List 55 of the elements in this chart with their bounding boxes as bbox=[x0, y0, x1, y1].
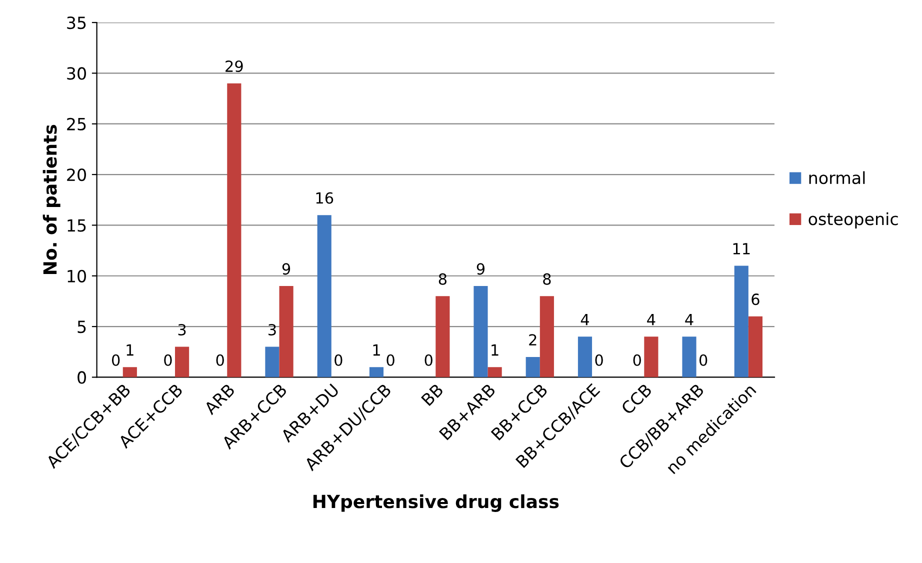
legend-label: normal bbox=[809, 171, 865, 184]
data-label: 3 bbox=[178, 324, 186, 336]
y-axis-title: No. of patients bbox=[42, 124, 60, 274]
data-label: 0 bbox=[699, 354, 708, 366]
data-label: 0 bbox=[595, 354, 603, 366]
bar bbox=[474, 286, 488, 378]
bar bbox=[369, 367, 384, 378]
data-label: 9 bbox=[282, 263, 290, 275]
data-label: 0 bbox=[633, 354, 641, 366]
bar bbox=[317, 215, 332, 378]
data-label: 0 bbox=[334, 354, 342, 366]
y-tick-label: 25 bbox=[67, 118, 86, 130]
y-tick-label: 5 bbox=[78, 320, 86, 334]
data-label: 0 bbox=[112, 354, 120, 366]
data-label: 0 bbox=[164, 354, 172, 366]
data-label: 0 bbox=[424, 354, 432, 366]
y-tick-label: 0 bbox=[78, 371, 86, 384]
bar bbox=[526, 356, 540, 378]
bar bbox=[682, 336, 696, 378]
y-tick-label: 15 bbox=[68, 219, 86, 232]
bar bbox=[578, 336, 592, 378]
legend-label: osteopenic bbox=[808, 212, 898, 228]
data-label: 2 bbox=[529, 334, 536, 346]
bar bbox=[122, 367, 137, 378]
bar bbox=[488, 367, 502, 378]
data-label: 29 bbox=[226, 60, 243, 72]
data-label: 8 bbox=[543, 273, 551, 285]
data-label: 9 bbox=[476, 263, 485, 275]
y-tick-label: 30 bbox=[67, 67, 86, 80]
data-label: 8 bbox=[438, 273, 446, 285]
data-label: 0 bbox=[386, 354, 394, 366]
bar bbox=[265, 346, 280, 378]
data-label: 4 bbox=[580, 314, 589, 326]
data-label: 1 bbox=[492, 344, 498, 356]
bar bbox=[540, 296, 554, 378]
data-label: 4 bbox=[647, 314, 656, 326]
data-label: 3 bbox=[268, 324, 276, 336]
y-tick-label: 35 bbox=[67, 16, 86, 30]
data-label: 4 bbox=[685, 314, 694, 326]
y-tick-label: 20 bbox=[67, 168, 86, 182]
bar bbox=[748, 316, 762, 378]
bar bbox=[644, 336, 658, 378]
bar bbox=[227, 83, 242, 378]
data-label: 1 bbox=[373, 344, 380, 356]
data-label: 1 bbox=[126, 344, 134, 356]
data-label: 16 bbox=[316, 192, 334, 204]
y-tick-label: 10 bbox=[68, 270, 86, 282]
bar bbox=[175, 346, 190, 378]
data-label: 11 bbox=[733, 243, 750, 254]
bar bbox=[436, 296, 450, 378]
bar bbox=[734, 266, 748, 378]
bar bbox=[279, 286, 294, 378]
data-label: 0 bbox=[216, 354, 224, 366]
x-axis-title: HYpertensive drug class bbox=[313, 494, 559, 512]
data-label: 6 bbox=[752, 294, 760, 306]
